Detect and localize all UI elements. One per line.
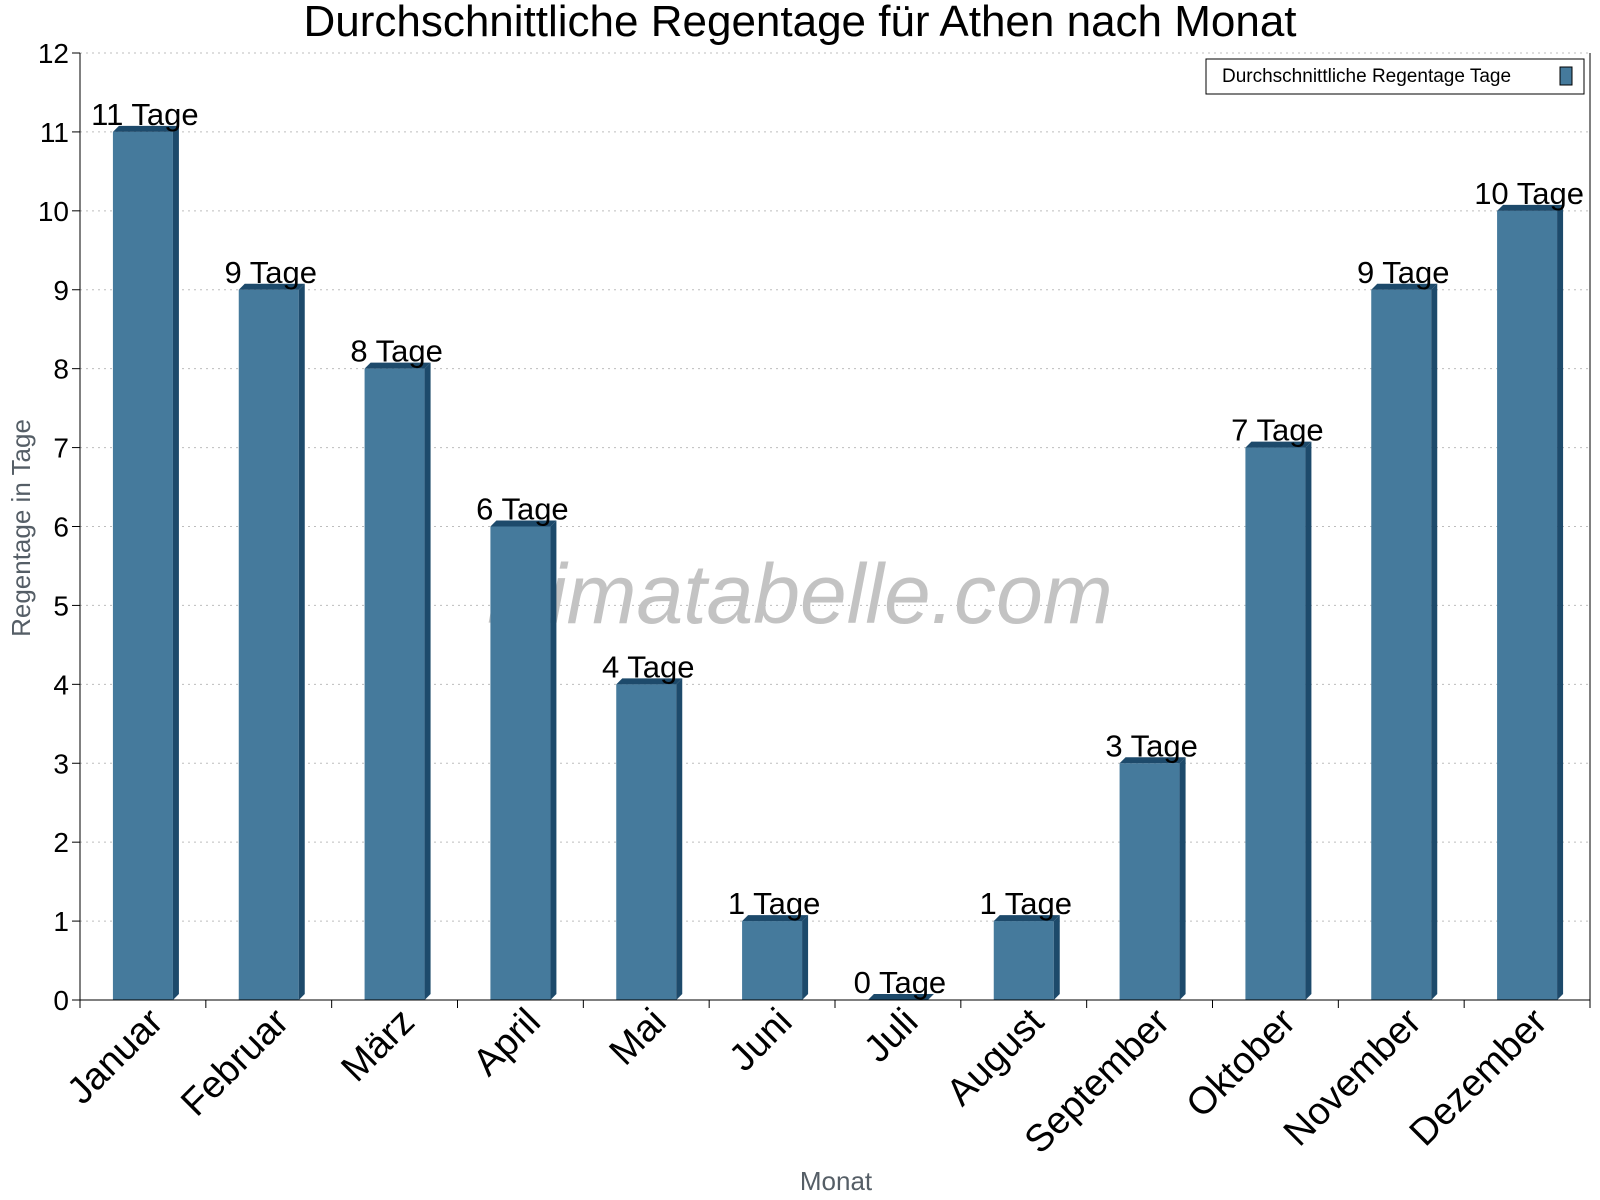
bar [112, 125, 179, 1000]
y-tick-label: 6 [53, 512, 69, 543]
y-tick-label: 0 [53, 985, 69, 1016]
bars [112, 125, 1564, 1001]
bar-front [1245, 447, 1306, 1000]
x-tick-label: Dezember [1402, 1000, 1556, 1154]
watermark: klimatabelle.com [487, 547, 1113, 641]
bar [364, 362, 431, 1001]
legend: Durchschnittliche Regentage Tage [1205, 58, 1585, 95]
bar [1245, 441, 1312, 1000]
bar [1497, 204, 1564, 1001]
data-label: 3 Tage [1105, 728, 1198, 763]
legend-swatch [1559, 66, 1573, 86]
y-tick-label: 2 [53, 827, 69, 858]
bar [867, 994, 934, 1000]
bar [490, 520, 557, 1000]
data-label: 4 Tage [602, 649, 695, 684]
bar-side [1305, 441, 1312, 1000]
bar-top [867, 994, 934, 1000]
bar-top [1245, 441, 1312, 448]
data-label: 7 Tage [1231, 413, 1324, 448]
y-axis-title: Regentage in Tage [6, 419, 36, 637]
bar-front [993, 921, 1054, 1000]
x-tick-label: März [334, 1001, 423, 1090]
bar [238, 283, 305, 1000]
bar-front [364, 368, 425, 1001]
legend-box [1205, 58, 1585, 95]
y-tick-label: 7 [53, 433, 69, 464]
bar-top [1497, 204, 1564, 211]
bar-front [238, 289, 299, 1000]
bar-side [298, 283, 305, 1000]
x-tick-label: Februar [173, 1000, 297, 1124]
y-tick-label: 1 [53, 906, 69, 937]
bar [1119, 757, 1186, 1000]
data-label: 9 Tage [224, 255, 317, 290]
bar-side [172, 125, 179, 1000]
y-tick-label: 11 [40, 117, 69, 148]
x-tick-label: November [1276, 1000, 1430, 1154]
bar-top [1119, 757, 1186, 764]
bar-front [1497, 210, 1558, 1001]
y-tick-label: 10 [38, 196, 69, 227]
x-tick-label: Oktober [1179, 1000, 1305, 1126]
bar-front [1119, 763, 1180, 1000]
y-tick-label: 3 [53, 748, 69, 779]
bar [993, 915, 1060, 1000]
bar-front [616, 684, 677, 1000]
bar-front [1371, 289, 1432, 1000]
bar [1371, 283, 1438, 1000]
bar-top [238, 283, 305, 290]
bar [742, 915, 809, 1000]
data-labels: 11 Tage 9 Tage 8 Tage 6 Tage 4 Tage 1 Tage 0 T… [91, 97, 1584, 1000]
bar-front [112, 131, 173, 1000]
bar-side [1431, 283, 1438, 1000]
bar-top [616, 678, 683, 685]
bar [616, 678, 683, 1000]
data-label: 0 Tage [854, 965, 947, 1000]
bar-top [364, 362, 431, 369]
data-label: 11 Tage [91, 97, 198, 132]
bar-front [490, 526, 551, 1000]
data-label: 1 Tage [979, 886, 1072, 921]
y-tick-label: 9 [53, 275, 69, 306]
y-tick-label: 12 [38, 38, 69, 69]
legend-label: Durchschnittliche Regentage Tage [1222, 66, 1511, 87]
bar-side [1053, 915, 1060, 1000]
x-ticks: Januar Februar März April Mai Juni Juli AugustS… [59, 1000, 1591, 1162]
data-label: 10 Tage [1474, 176, 1584, 211]
bar-top [112, 125, 179, 132]
x-tick-label: Januar [59, 1000, 171, 1112]
data-label: 9 Tage [1357, 255, 1450, 290]
bar-side [424, 362, 431, 1001]
x-tick-label: August [939, 1000, 1053, 1114]
x-tick-label: Mai [602, 1001, 675, 1074]
y-tick-label: 8 [53, 354, 69, 385]
bar-side [676, 678, 683, 1000]
chart-title: Durchschnittliche Regentage für Athen na… [303, 0, 1296, 46]
data-label: 8 Tage [350, 334, 443, 369]
bar-top [1371, 283, 1438, 290]
x-tick-label: Juli [856, 1001, 926, 1071]
data-label: 1 Tage [728, 886, 821, 921]
bar-side [802, 915, 809, 1000]
bar-side [550, 520, 557, 1000]
bar-side [1179, 757, 1186, 1000]
x-tick-label: Juni [721, 1001, 800, 1080]
bar-side [1557, 204, 1564, 1001]
x-axis-title: Monat [800, 1166, 873, 1196]
bar-top [993, 915, 1060, 922]
y-tick-label: 5 [53, 590, 69, 621]
x-tick-label: April [465, 1001, 548, 1084]
bar-top [490, 520, 557, 527]
bar-top [742, 915, 809, 922]
gridlines [80, 52, 1590, 922]
bar-front [742, 921, 803, 1000]
data-label: 6 Tage [476, 492, 569, 527]
y-tick-label: 4 [53, 669, 69, 700]
